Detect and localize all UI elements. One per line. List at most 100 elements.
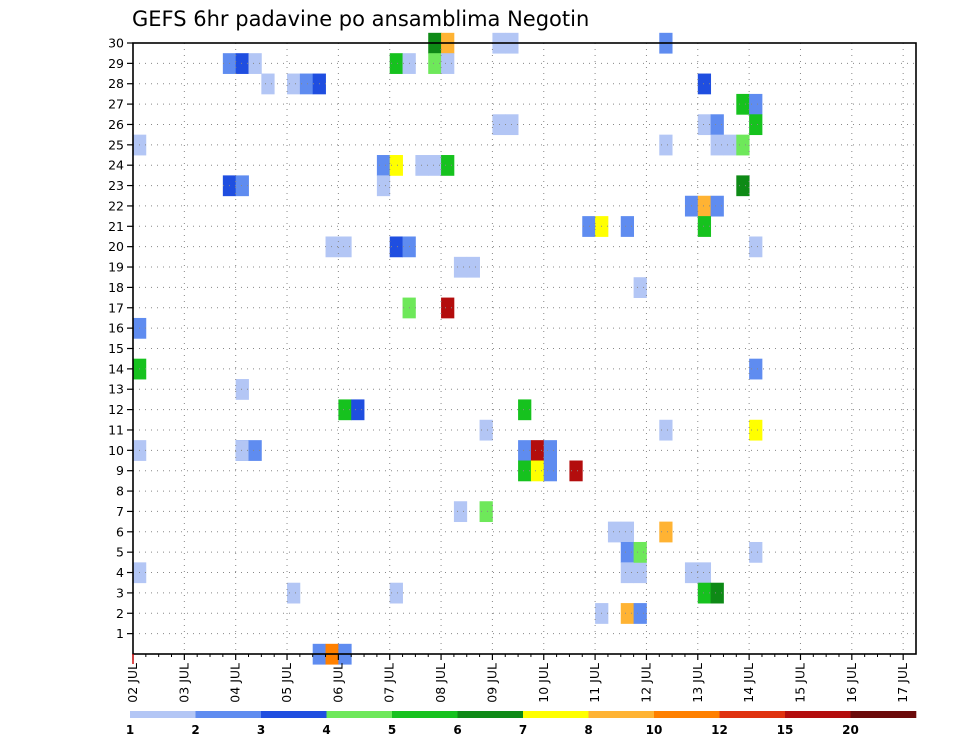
- y-tick-label: 19: [108, 260, 124, 275]
- legend-label: 10: [646, 723, 663, 737]
- legend-label: 5: [388, 723, 396, 737]
- heatmap-cell: [607, 521, 622, 543]
- y-tick-label: 22: [108, 198, 124, 213]
- legend-swatch: [392, 711, 458, 718]
- heatmap-cell: [749, 358, 763, 380]
- x-tick-label: 03 JUL: [176, 663, 191, 703]
- heatmap-cell: [710, 114, 724, 136]
- legend-label: 4: [322, 723, 330, 737]
- x-tick-label: 08 JUL: [433, 663, 448, 703]
- heatmap-cell: [441, 155, 455, 176]
- heatmap-cell: [389, 155, 403, 176]
- y-tick-label: 2: [116, 606, 124, 621]
- heatmap-cell: [415, 155, 429, 176]
- legend-swatch: [523, 711, 589, 718]
- legend-label: 6: [453, 723, 461, 737]
- y-tick-label: 14: [108, 361, 124, 376]
- heatmap-cell: [736, 93, 750, 115]
- heatmap-cell: [518, 460, 532, 482]
- heatmap-cell: [620, 521, 635, 543]
- legend-label: 7: [519, 723, 527, 737]
- legend-swatch: [261, 711, 327, 718]
- x-tick-label: 06 JUL: [330, 663, 345, 703]
- x-tick-label: 16 JUL: [844, 663, 859, 703]
- heatmap-cells: [133, 32, 763, 665]
- plot-frame: [132, 42, 917, 655]
- y-tick-label: 29: [108, 56, 124, 71]
- y-tick-label: 27: [108, 97, 124, 112]
- heatmap-cell: [479, 501, 493, 523]
- heatmap-cell: [749, 236, 763, 258]
- heatmap-cell: [620, 216, 635, 237]
- heatmap-cell: [351, 399, 365, 421]
- heatmap-cell: [723, 134, 737, 156]
- legend-swatch: [850, 711, 917, 718]
- heatmap-cell: [749, 541, 763, 563]
- heatmap-cell: [543, 440, 557, 461]
- heatmap-cell: [466, 256, 480, 278]
- chart-title: GEFS 6hr padavine po ansamblima Negotin: [132, 7, 589, 31]
- heatmap-cell: [530, 440, 545, 461]
- heatmap-cell: [633, 541, 647, 563]
- y-tick-label: 6: [116, 524, 124, 539]
- heatmap-cell: [697, 73, 712, 95]
- heatmap-cell: [710, 195, 724, 217]
- x-tick-label: 02 JUL: [125, 663, 140, 703]
- heatmap-cell: [659, 134, 673, 156]
- heatmap-cell: [441, 53, 455, 74]
- heatmap-cell: [453, 501, 468, 523]
- heatmap-cell: [389, 53, 403, 74]
- heatmap-cell: [299, 73, 314, 95]
- legend-swatch: [719, 711, 786, 718]
- x-tick-label: 12 JUL: [638, 663, 653, 703]
- heatmap-cell: [389, 582, 403, 604]
- heatmap-cell: [749, 114, 763, 136]
- legend-label: 2: [191, 723, 199, 737]
- heatmap-cell: [633, 603, 647, 624]
- legend-swatch: [785, 711, 851, 718]
- heatmap-cell: [376, 175, 391, 197]
- x-tick-label: 17 JUL: [895, 663, 910, 703]
- heatmap-cell: [530, 460, 545, 482]
- heatmap-cell: [376, 155, 391, 176]
- y-tick-label: 5: [116, 545, 124, 560]
- y-tick-label: 20: [108, 239, 124, 254]
- heatmap-cell: [659, 521, 673, 543]
- heatmap-cell: [428, 53, 442, 74]
- legend: 1 2 3 4 5 6 7 8 10 12 15 20: [126, 711, 917, 737]
- x-tick-label: 11 JUL: [587, 663, 602, 703]
- y-tick-label: 7: [116, 504, 124, 519]
- heatmap-cell: [235, 440, 249, 461]
- heatmap-cell: [428, 155, 442, 176]
- heatmap-cell: [235, 175, 249, 197]
- legend-label: 1: [126, 723, 134, 737]
- y-tick-label: 17: [108, 300, 124, 315]
- y-tick-label: 12: [108, 402, 124, 417]
- heatmap-cell: [518, 399, 532, 421]
- heatmap-cell: [697, 114, 712, 136]
- heatmap-cell: [235, 379, 249, 400]
- heatmap-cell: [325, 236, 339, 258]
- y-tick-label: 18: [108, 280, 124, 295]
- y-tick-label: 8: [116, 484, 124, 499]
- x-tick-label: 04 JUL: [228, 663, 243, 703]
- heatmap-cell: [338, 399, 352, 421]
- heatmap-cell: [287, 582, 301, 604]
- y-tick-label: 26: [108, 117, 124, 132]
- heatmap-cell: [697, 195, 712, 217]
- heatmap-cell: [569, 460, 583, 482]
- y-tick-label: 11: [108, 422, 124, 437]
- heatmap-cell: [543, 460, 557, 482]
- y-tick-label: 30: [108, 36, 124, 51]
- chart-axes: 1234567891011121314151617181920212223242…: [108, 36, 917, 703]
- heatmap-cell: [633, 562, 647, 584]
- heatmap-cell: [697, 582, 712, 604]
- heatmap-cell: [620, 603, 635, 624]
- heatmap-cell: [287, 73, 301, 95]
- y-tick-label: 16: [108, 321, 124, 336]
- legend-swatch: [326, 711, 393, 718]
- y-tick-label: 4: [116, 565, 124, 580]
- legend-swatch: [654, 711, 720, 718]
- heatmap-cell: [248, 440, 262, 461]
